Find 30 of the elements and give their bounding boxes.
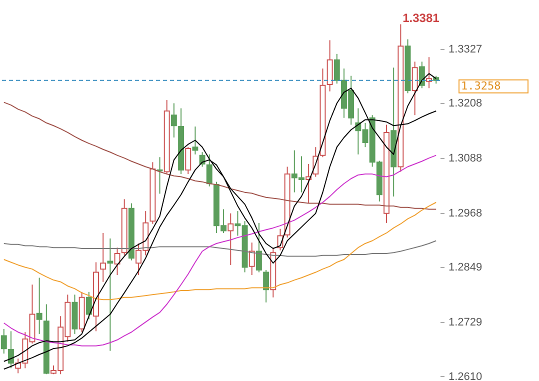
candlestick (86, 291, 92, 320)
candlestick (334, 53, 340, 84)
candlestick (206, 154, 212, 187)
y-tick-label: 1.3327 (448, 43, 482, 56)
y-tick-label: 1.3088 (448, 152, 482, 165)
candlestick (228, 212, 234, 266)
candlestick (0, 328, 7, 354)
candlestick (185, 146, 192, 175)
candlestick (248, 242, 255, 276)
candlestick (412, 61, 418, 116)
line-series (3, 102, 437, 210)
y-tick-label: 1.2729 (448, 316, 482, 329)
candlestick (263, 269, 270, 303)
candlestick (170, 102, 177, 138)
y-tick-label: 1.3208 (448, 98, 482, 110)
y-tick-label: 1.2610 (448, 370, 482, 381)
candlestick (192, 126, 198, 155)
y-tick-label: 1.2849 (448, 262, 482, 274)
candlestick (426, 56, 432, 89)
candlestick (156, 156, 163, 194)
candlestick (418, 61, 425, 89)
annotation: 1.3381 (402, 11, 440, 25)
candlestick (256, 222, 262, 273)
candlestick (36, 277, 42, 334)
line-series (3, 154, 437, 346)
ref-line-label: 1.3258 (461, 79, 501, 92)
candlestick (100, 232, 106, 282)
y-tick-label: 1.2968 (448, 207, 482, 220)
candlestick (8, 330, 14, 369)
candlestick (107, 238, 114, 352)
